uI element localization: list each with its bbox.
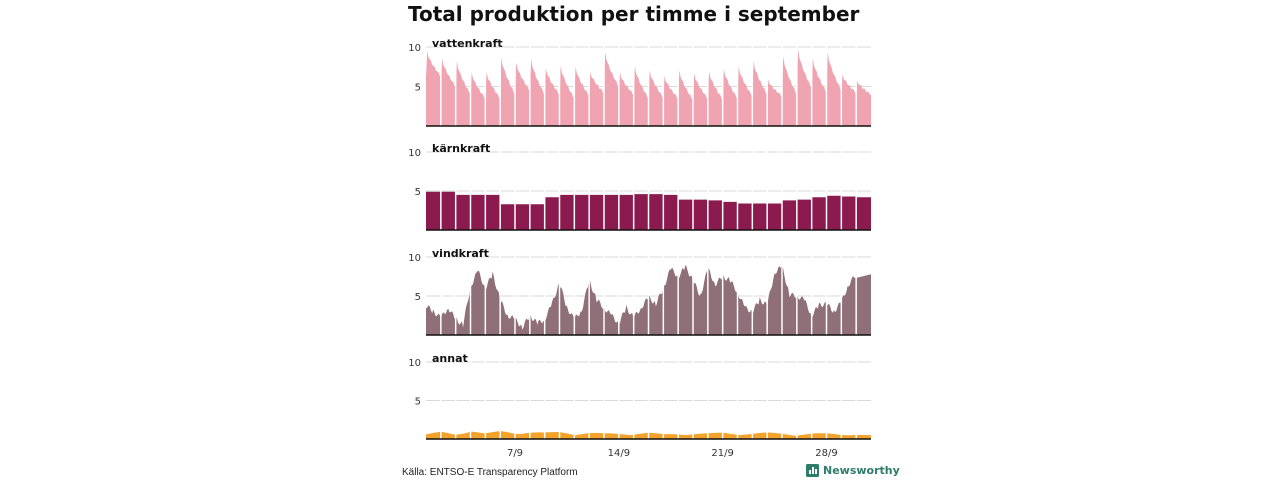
y-tick-label: 10 xyxy=(408,43,421,54)
y-tick-label: 10 xyxy=(408,358,421,369)
y-tick-label: 5 xyxy=(415,83,421,94)
newsworthy-logo-icon xyxy=(806,464,819,477)
x-tick-label: 7/9 xyxy=(507,448,523,459)
area-vattenkraft xyxy=(426,49,871,126)
y-tick-label: 10 xyxy=(408,253,421,264)
y-tick-label: 5 xyxy=(415,292,421,303)
x-tick-label: 28/9 xyxy=(815,448,837,459)
y-tick-label: 10 xyxy=(408,148,421,159)
brand-name: Newsworthy xyxy=(823,464,900,477)
x-tick-label: 21/9 xyxy=(711,448,733,459)
source-note: Källa: ENTSO-E Transparency Platform xyxy=(402,467,578,478)
series-label-kärnkraft: kärnkraft xyxy=(432,142,490,155)
series-label-annat: annat xyxy=(432,352,468,365)
y-tick-label: 5 xyxy=(415,187,421,198)
chart-title: Total produktion per timme i september xyxy=(408,2,860,26)
series-label-vindkraft: vindkraft xyxy=(432,247,489,260)
x-tick-label: 14/9 xyxy=(608,448,630,459)
y-tick-label: 5 xyxy=(415,397,421,408)
brand-logo[interactable]: Newsworthy xyxy=(806,464,900,477)
series-label-vattenkraft: vattenkraft xyxy=(432,37,503,50)
